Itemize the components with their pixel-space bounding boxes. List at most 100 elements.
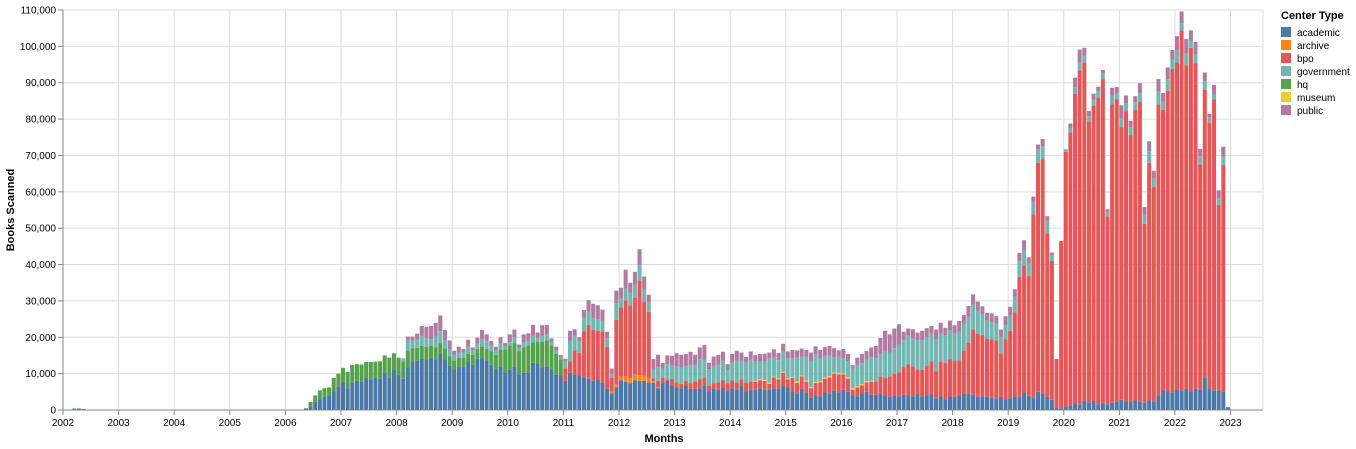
bar-segment-public [595, 305, 600, 320]
bar-segment-hq [336, 373, 341, 387]
bar-segment-bpo [855, 387, 860, 397]
bar-segment-academic [1225, 407, 1230, 410]
bar-segment-academic [1082, 400, 1087, 410]
bar-segment-public [841, 348, 846, 358]
bar-segment-bpo [1179, 30, 1184, 391]
bar-segment-government [475, 343, 480, 349]
bar-segment-bpo [989, 339, 994, 398]
bar-segment-academic [1184, 388, 1189, 410]
x-tick-label: 2014 [719, 418, 742, 429]
bar-segment-academic [1040, 394, 1045, 410]
bar-segment-academic [1221, 391, 1226, 410]
bar-segment-academic [707, 391, 712, 410]
bar-segment-public [1049, 252, 1054, 256]
bar-segment-hq [530, 342, 535, 363]
bar-segment-government [859, 363, 864, 385]
bar-segment-museum [869, 380, 874, 382]
bar-segment-government [1142, 215, 1147, 224]
bar-segment-museum [832, 372, 837, 374]
bar-segment-academic [725, 391, 730, 410]
bar-segment-public [1026, 257, 1031, 264]
legend-label-public: public [1297, 106, 1323, 117]
bar-segment-academic [419, 358, 424, 410]
bar-segment-academic [795, 393, 800, 410]
bar-segment-academic [378, 378, 383, 410]
bar-segment-bpo [920, 370, 925, 397]
bar-segment-government [405, 339, 410, 352]
bar-segment-government [410, 340, 415, 349]
bar-segment-public [526, 333, 531, 341]
bar-segment-academic [660, 382, 665, 410]
bar-segment-government [720, 360, 725, 381]
bar-segment-academic [327, 395, 332, 410]
legend-swatch-government [1281, 66, 1291, 76]
bar-segment-hq [433, 347, 438, 360]
bar-segment-academic [1031, 397, 1036, 410]
bar-segment-hq [554, 354, 559, 375]
bar-segment-government [503, 346, 508, 350]
bar-segment-academic [577, 375, 582, 410]
bar-segment-public [716, 355, 721, 365]
bar-segment-government [1216, 198, 1221, 205]
bar-segment-academic [1193, 388, 1198, 410]
x-tick-label: 2008 [385, 418, 408, 429]
bar-segment-academic [387, 377, 392, 410]
bar-segment-government [795, 357, 800, 382]
bar-segment-government [887, 352, 892, 377]
bar-segment-public [479, 330, 485, 340]
bar-segment-museum [813, 382, 818, 384]
legend-title: Center Type [1281, 10, 1344, 22]
bar-segment-museum [850, 388, 855, 390]
bar-segment-bpo [623, 300, 628, 377]
bar-segment-public [572, 329, 577, 336]
bar-segment-government [753, 361, 758, 381]
bar-segment-public [669, 355, 674, 366]
bar-segment-government [730, 362, 735, 381]
bar-stacks [72, 11, 1230, 410]
bar-segment-academic [1147, 400, 1152, 410]
y-tick-label: 100,000 [20, 42, 57, 53]
bar-segment-government [971, 304, 976, 330]
bar-segment-academic [1008, 398, 1013, 410]
bar-segment-academic [1170, 392, 1175, 410]
bar-segment-government [563, 360, 568, 369]
bar-segment-bpo [1202, 90, 1207, 378]
bar-segment-government [688, 364, 693, 384]
bar-segment-bpo [1119, 127, 1124, 400]
bar-segment-academic [757, 388, 763, 410]
bar-segment-museum [846, 377, 851, 379]
bar-segment-bpo [734, 382, 739, 390]
bar-segment-academic [720, 387, 725, 410]
bar-segment-government [757, 361, 763, 380]
bar-segment-bpo [688, 383, 693, 389]
bar-segment-academic [947, 396, 952, 410]
bar-segment-academic [822, 392, 827, 410]
bar-segment-public [683, 354, 688, 367]
bar-segment-hq [466, 353, 471, 362]
bar-segment-government [1035, 149, 1040, 163]
bar-segment-archive [623, 376, 628, 382]
bar-segment-hq [373, 361, 378, 378]
bar-segment-museum [790, 376, 795, 378]
bar-segment-academic [1059, 408, 1064, 410]
bar-segment-academic [1077, 404, 1082, 410]
bar-segment-bpo [1091, 106, 1096, 401]
bar-segment-public [836, 350, 841, 357]
bar-segment-academic [623, 381, 628, 410]
x-tick-label: 2004 [163, 418, 186, 429]
bar-segment-bpo [771, 377, 776, 389]
bar-segment-hq [489, 351, 494, 365]
bar-segment-academic [410, 362, 415, 410]
bar-segment-academic [957, 395, 962, 410]
bar-segment-academic [818, 396, 823, 410]
bar-segment-government [1008, 315, 1013, 331]
bar-segment-hq [484, 348, 489, 361]
bar-segment-academic [452, 370, 457, 410]
bar-segment-bpo [1068, 132, 1073, 406]
bar-segment-public [1091, 93, 1096, 100]
bar-segment-bpo [859, 385, 864, 394]
y-tick-label: 70,000 [25, 151, 56, 162]
bar-segment-government [1124, 103, 1129, 112]
bar-segment-academic [679, 388, 684, 410]
bar-segment-academic [1086, 402, 1091, 410]
